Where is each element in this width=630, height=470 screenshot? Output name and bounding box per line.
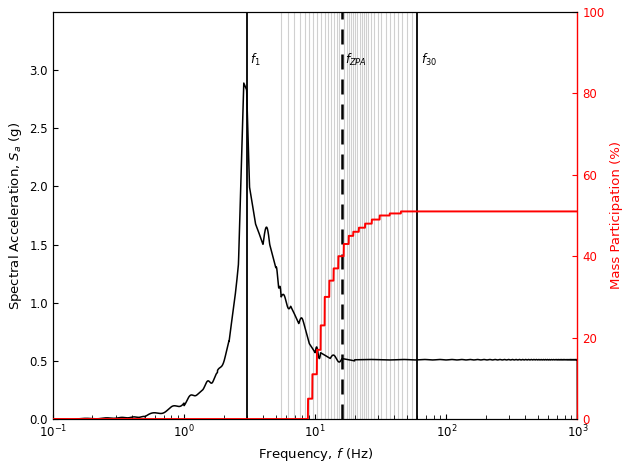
- Text: $f_{30}$: $f_{30}$: [420, 52, 437, 69]
- Text: $f_1$: $f_1$: [250, 52, 261, 69]
- Y-axis label: Mass Participation (%): Mass Participation (%): [610, 141, 623, 290]
- Y-axis label: Spectral Acceleration, $S_a$ (g): Spectral Acceleration, $S_a$ (g): [7, 121, 24, 310]
- X-axis label: Frequency, $f$ (Hz): Frequency, $f$ (Hz): [258, 446, 373, 463]
- Text: $f_{ZPA}$: $f_{ZPA}$: [345, 52, 367, 69]
